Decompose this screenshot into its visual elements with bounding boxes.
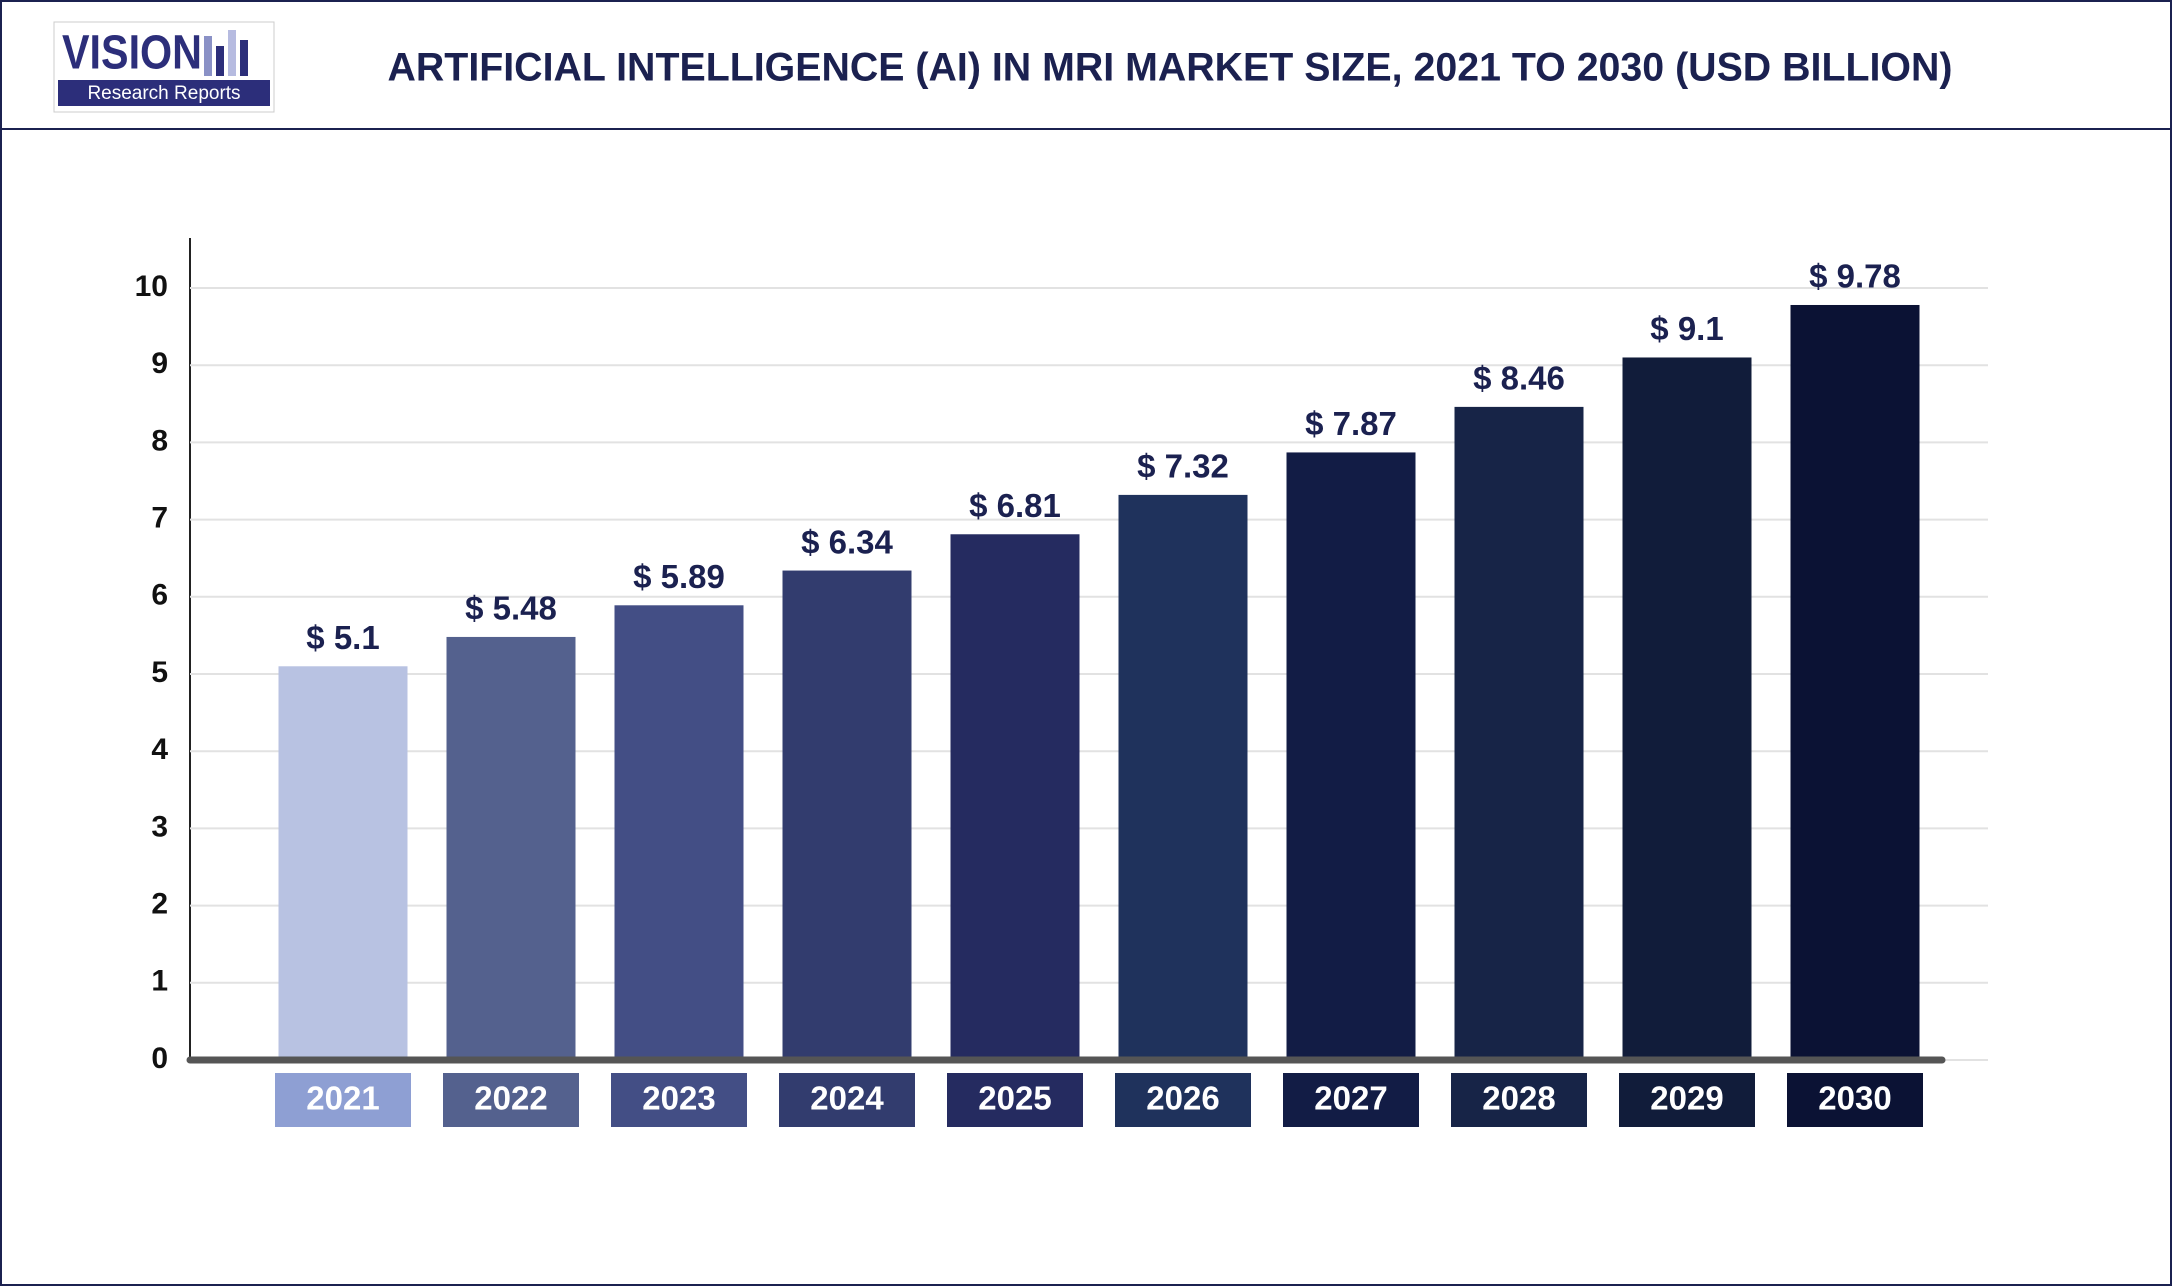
x-tick-box: [443, 1073, 579, 1127]
bar: [1286, 452, 1416, 1060]
value-label: $ 5.1: [306, 619, 379, 656]
x-tick-label: 2026: [1146, 1080, 1219, 1117]
x-tick-box: [947, 1073, 1083, 1127]
x-tick-label: 2022: [474, 1080, 547, 1117]
x-tick-box: [1115, 1073, 1251, 1127]
x-tick-label: 2030: [1818, 1080, 1891, 1117]
x-tick-box: [1619, 1073, 1755, 1127]
logo-tagline: Research Reports: [87, 83, 240, 104]
y-tick-label: 2: [151, 888, 168, 921]
y-tick-label: 4: [151, 733, 168, 766]
x-tick-box: [1283, 1073, 1419, 1127]
value-label: $ 8.46: [1473, 360, 1565, 397]
x-tick-label: 2024: [810, 1080, 884, 1117]
x-tick-label: 2027: [1314, 1080, 1387, 1117]
y-tick-label: 3: [151, 810, 168, 843]
value-label: $ 6.81: [969, 487, 1061, 524]
value-label: $ 7.32: [1137, 448, 1229, 485]
bar: [1790, 304, 1920, 1060]
logo-icon: [204, 36, 212, 76]
x-tick-box: [1451, 1073, 1587, 1127]
value-label: $ 9.78: [1809, 258, 1901, 295]
value-label: $ 5.48: [465, 590, 557, 627]
value-label: $ 7.87: [1305, 405, 1397, 442]
x-tick-box: [611, 1073, 747, 1127]
logo-icon: [240, 40, 248, 76]
value-label: $ 6.34: [801, 523, 893, 560]
y-tick-label: 7: [151, 502, 168, 535]
bar: [1454, 406, 1584, 1060]
logo-icon: [228, 30, 236, 76]
bar: [782, 570, 912, 1060]
x-tick-label: 2028: [1482, 1080, 1555, 1117]
logo: VISION Research Reports: [53, 21, 275, 113]
y-tick-label: 1: [151, 965, 168, 998]
x-tick-box: [1787, 1073, 1923, 1127]
x-tick-label: 2021: [306, 1080, 379, 1117]
y-tick-label: 9: [151, 347, 168, 380]
y-tick-label: 6: [151, 579, 168, 612]
bar: [1118, 494, 1248, 1060]
x-tick-label: 2029: [1650, 1080, 1723, 1117]
x-tick-label: 2023: [642, 1080, 715, 1117]
chart-title: ARTIFICIAL INTELLIGENCE (AI) IN MRI MARK…: [388, 46, 1953, 90]
bar: [278, 666, 408, 1060]
bar: [614, 605, 744, 1060]
y-tick-label: 10: [135, 270, 168, 303]
y-tick-label: 8: [151, 424, 168, 457]
bar: [1622, 357, 1752, 1061]
y-tick-label: 0: [151, 1042, 168, 1075]
bar: [950, 534, 1080, 1060]
logo-band: [58, 80, 270, 106]
x-tick-box: [275, 1073, 411, 1127]
value-label: $ 9.1: [1650, 310, 1723, 347]
x-tick-label: 2025: [978, 1080, 1051, 1117]
x-tick-box: [779, 1073, 915, 1127]
logo-name: VISION: [62, 27, 202, 80]
bar: [446, 636, 576, 1060]
value-label: $ 5.89: [633, 558, 725, 595]
y-tick-label: 5: [151, 656, 168, 689]
logo-icon: [216, 46, 224, 76]
